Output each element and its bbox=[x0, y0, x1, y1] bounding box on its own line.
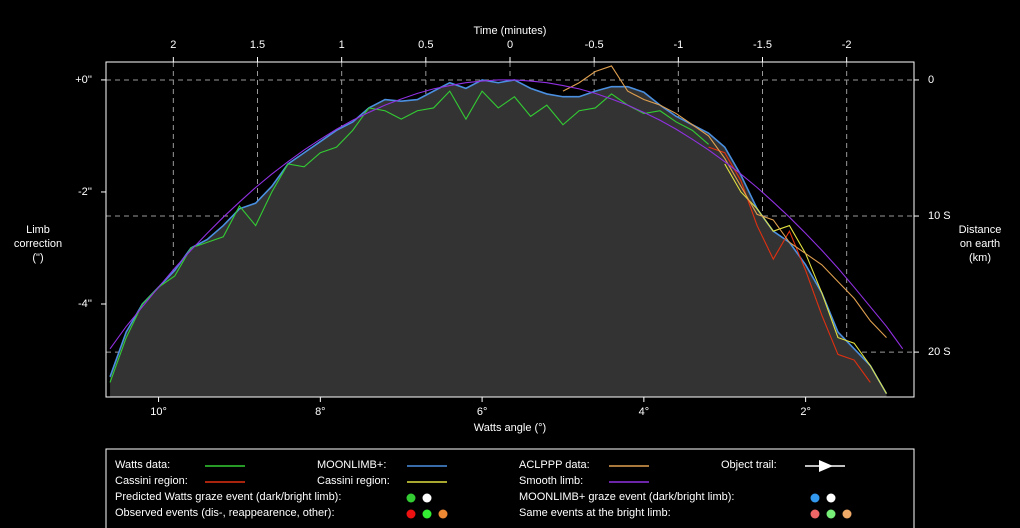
legend-label: ACLPPP data: bbox=[519, 459, 590, 471]
x-tick-label: 8° bbox=[315, 406, 326, 418]
legend-dot bbox=[438, 509, 448, 519]
limb-area bbox=[110, 79, 887, 397]
legend-label: Predicted Watts graze event (dark/bright… bbox=[115, 491, 341, 503]
y-axis-label: (") bbox=[32, 252, 43, 264]
x-tick-label: 6° bbox=[477, 406, 488, 418]
x-axis-label: Watts angle (°) bbox=[474, 422, 546, 434]
legend-label: Smooth limb: bbox=[519, 475, 583, 487]
y-axis-label: correction bbox=[14, 238, 62, 250]
y2-tick-label: 0 bbox=[928, 74, 934, 86]
series-line bbox=[562, 65, 887, 339]
x2-tick-label: 0.5 bbox=[418, 39, 433, 51]
y2-axis-label: (km) bbox=[969, 252, 991, 264]
legend-dot bbox=[422, 509, 432, 519]
y-tick-label: +0'' bbox=[75, 74, 92, 86]
legend-label: MOONLIMB+ graze event (dark/bright limb)… bbox=[519, 491, 735, 503]
y-axis-label: Limb bbox=[26, 224, 50, 236]
x-tick-label: 2° bbox=[800, 406, 811, 418]
legend-dot bbox=[810, 493, 820, 503]
y-tick-label: -2'' bbox=[78, 186, 92, 198]
x-tick-label: 10° bbox=[150, 406, 167, 418]
legend-label: Watts data: bbox=[115, 459, 170, 471]
legend-dot bbox=[422, 493, 432, 503]
series-line bbox=[708, 146, 871, 383]
x2-axis-label: Time (minutes) bbox=[474, 25, 547, 37]
legend-dot bbox=[826, 493, 836, 503]
legend-box bbox=[105, 448, 915, 528]
x2-tick-label: -1.5 bbox=[753, 39, 772, 51]
y2-axis-label: on earth bbox=[960, 238, 1000, 250]
x2-tick-label: -2 bbox=[842, 39, 852, 51]
legend-label: Cassini region: bbox=[317, 475, 390, 487]
series-line bbox=[109, 90, 709, 383]
y2-tick-label: 20 S bbox=[928, 346, 951, 358]
legend-label: Observed events (dis-, reappearence, oth… bbox=[115, 507, 335, 519]
legend-dot bbox=[826, 509, 836, 519]
legend-label: Same events at the bright limb: bbox=[519, 507, 671, 519]
x2-tick-label: 2 bbox=[170, 39, 176, 51]
legend-arrow bbox=[819, 460, 833, 472]
series-line bbox=[109, 79, 904, 350]
legend-dot bbox=[842, 509, 852, 519]
legend-label: MOONLIMB+: bbox=[317, 459, 386, 471]
legend-label: Cassini region: bbox=[115, 475, 188, 487]
x2-tick-label: -1 bbox=[673, 39, 683, 51]
legend-dot bbox=[810, 509, 820, 519]
legend-dot bbox=[406, 493, 416, 503]
legend-label: Object trail: bbox=[721, 459, 777, 471]
x2-tick-label: 0 bbox=[507, 39, 513, 51]
legend-dot bbox=[406, 509, 416, 519]
x2-tick-label: -0.5 bbox=[585, 39, 604, 51]
x2-tick-label: 1 bbox=[339, 39, 345, 51]
y2-tick-label: 10 S bbox=[928, 210, 951, 222]
x2-tick-label: 1.5 bbox=[250, 39, 265, 51]
plot-frame bbox=[105, 61, 915, 398]
x-tick-label: 4° bbox=[639, 406, 650, 418]
y2-axis-label: Distance bbox=[959, 224, 1002, 236]
y-tick-label: -4'' bbox=[78, 298, 92, 310]
